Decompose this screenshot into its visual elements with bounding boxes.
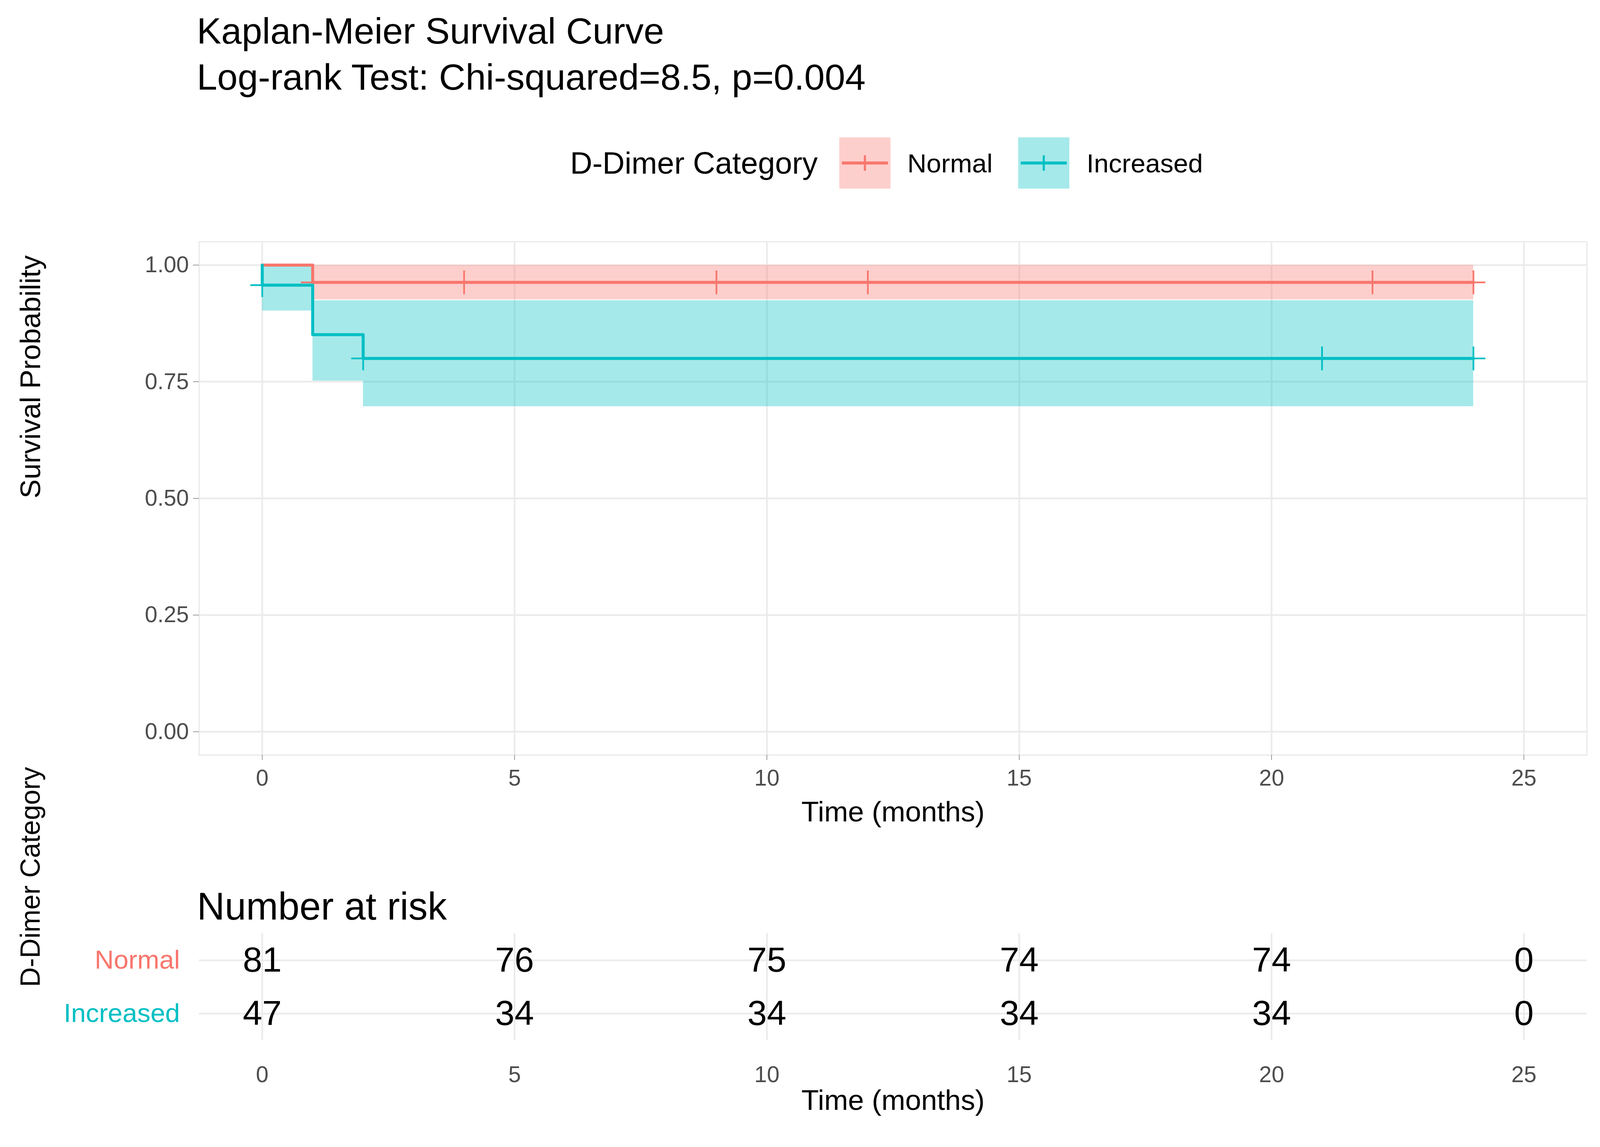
svg-text:0: 0 (1514, 993, 1534, 1033)
svg-text:0.75: 0.75 (144, 368, 189, 395)
svg-text:Time (months): Time (months) (801, 1084, 985, 1117)
svg-text:0.50: 0.50 (144, 485, 189, 511)
html-text:D-Dimer Category: D-Dimer Category (570, 145, 818, 181)
svg-text:34: 34 (1252, 993, 1291, 1033)
svg-text:Number at risk: Number at risk (197, 885, 448, 929)
svg-text:10: 10 (754, 765, 780, 791)
svg-text:5: 5 (508, 765, 521, 791)
html-text:Log-rank Test: Chi-squared=8.5: Log-rank Test: Chi-squared=8.5, p=0.004 (196, 56, 866, 98)
svg-text:34: 34 (999, 993, 1039, 1033)
svg-text:Survival Probability: Survival Probability (14, 255, 47, 499)
svg-text:81: 81 (242, 940, 282, 980)
svg-text:0: 0 (256, 1062, 269, 1088)
svg-text:0: 0 (256, 765, 269, 791)
svg-text:10: 10 (754, 1062, 780, 1088)
html-text:Normal: Normal (907, 148, 993, 178)
svg-text:Increased: Increased (63, 998, 180, 1028)
svg-text:74: 74 (999, 940, 1039, 980)
svg-text:20: 20 (1258, 765, 1285, 791)
svg-text:34: 34 (747, 993, 787, 1033)
svg-text:15: 15 (1006, 765, 1032, 791)
svg-text:15: 15 (1006, 1062, 1032, 1088)
svg-text:75: 75 (747, 940, 787, 980)
svg-text:25: 25 (1511, 1062, 1537, 1088)
html-text:Increased: Increased (1086, 148, 1203, 178)
svg-text:34: 34 (495, 993, 535, 1033)
svg-text:76: 76 (495, 940, 535, 980)
svg-text:47: 47 (242, 993, 282, 1033)
svg-text:25: 25 (1511, 765, 1537, 791)
svg-text:5: 5 (508, 1062, 521, 1088)
svg-text:20: 20 (1258, 1062, 1285, 1088)
svg-text:D-Dimer Category: D-Dimer Category (14, 767, 46, 988)
svg-text:74: 74 (1252, 940, 1291, 980)
svg-text:1.00: 1.00 (144, 251, 189, 278)
svg-text:Time (months): Time (months) (801, 795, 985, 828)
html-text:Kaplan-Meier Survival Curve: Kaplan-Meier Survival Curve (196, 10, 665, 52)
svg-text:0.25: 0.25 (144, 601, 189, 628)
svg-text:0.00: 0.00 (144, 718, 189, 745)
svg-text:Normal: Normal (94, 945, 181, 975)
svg-text:0: 0 (1514, 940, 1534, 980)
